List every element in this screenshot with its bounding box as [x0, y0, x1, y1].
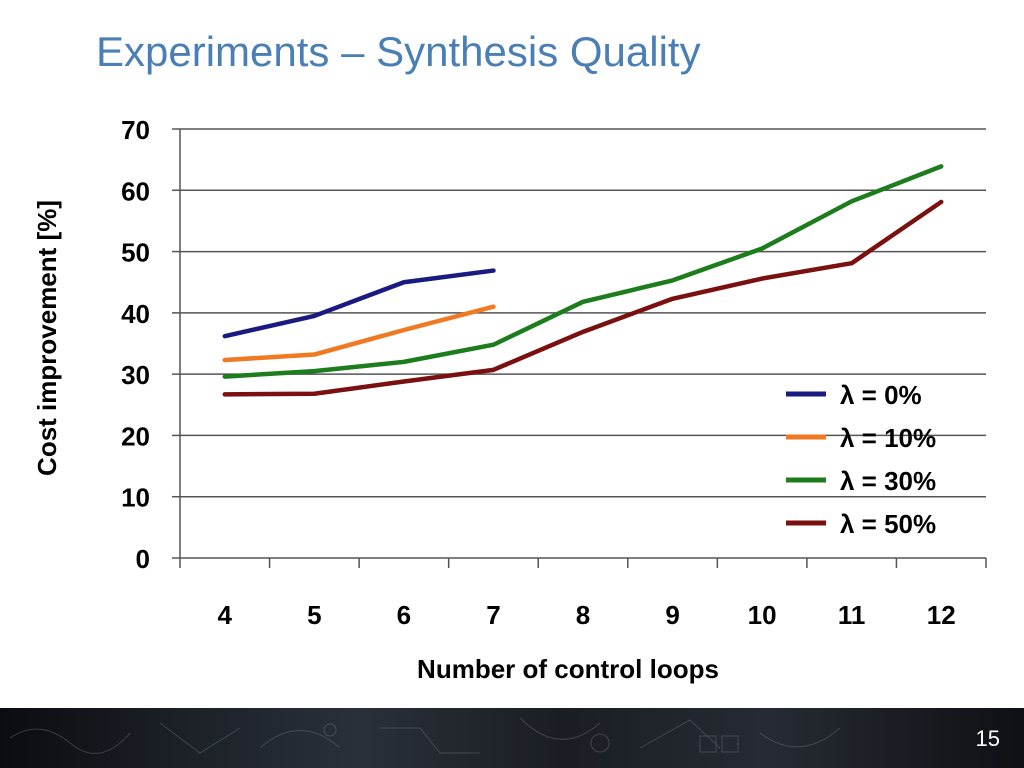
- series-line-2: [222, 164, 944, 379]
- y-tick-label: 40: [121, 299, 150, 329]
- x-tick-label: 8: [576, 600, 590, 630]
- series-line-1: [222, 304, 496, 363]
- x-tick-label: 10: [748, 600, 777, 630]
- axes: [172, 128, 987, 568]
- x-axis-label: Number of control loops: [417, 654, 719, 684]
- x-tick-label: 11: [838, 600, 866, 630]
- legend-label: λ = 30%: [840, 466, 936, 496]
- y-axis-label: Cost improvement [%]: [32, 200, 62, 476]
- series-lines: [222, 164, 944, 397]
- y-tick-label: 0: [136, 544, 150, 574]
- x-tick-label: 5: [307, 600, 321, 630]
- legend-label: λ = 10%: [840, 423, 936, 453]
- x-tick-label: 6: [397, 600, 411, 630]
- footer-banner: [0, 708, 1024, 768]
- x-tick-label: 12: [927, 600, 956, 630]
- y-tick-label: 10: [121, 483, 150, 513]
- slide-title: Experiments – Synthesis Quality: [96, 28, 701, 75]
- grid-lines: [180, 128, 986, 498]
- page-number: 15: [975, 726, 1000, 751]
- legend-label: λ = 0%: [840, 380, 922, 410]
- footer-texture: [9, 717, 841, 754]
- y-tick-label: 50: [121, 238, 150, 268]
- legend-label: λ = 50%: [840, 509, 936, 539]
- y-tick-label: 60: [121, 176, 150, 206]
- series-line-0: [222, 268, 496, 339]
- y-tick-label: 20: [121, 421, 150, 451]
- legend: λ = 0% λ = 10% λ = 30% λ = 50%: [786, 380, 936, 539]
- y-tick-labels: 0 10 20 30 40 50 60 70: [121, 115, 150, 574]
- series-line-3: [222, 199, 944, 397]
- x-tick-label: 4: [218, 600, 233, 630]
- y-tick-label: 70: [121, 115, 150, 145]
- x-tick-labels: 4 5 6 7 8 9 10 11 12: [218, 600, 956, 630]
- y-tick-label: 30: [121, 360, 150, 390]
- x-tick-label: 9: [665, 600, 679, 630]
- x-tick-label: 7: [486, 600, 500, 630]
- line-chart: 0 10 20 30 40 50 60 70 4 5 6 7 8 9 10 11 12 λ = 0% λ = 1…: [32, 115, 987, 684]
